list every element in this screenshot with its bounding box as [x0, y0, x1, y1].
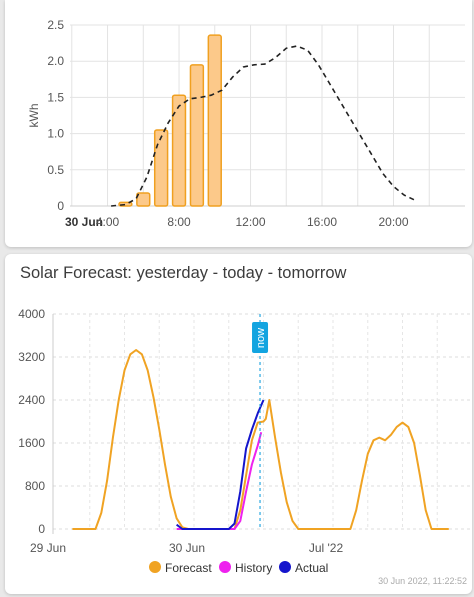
- y-tick-label: 2.5: [47, 18, 64, 32]
- legend-label-actual: Actual: [295, 561, 328, 575]
- solar-forecast-card: Solar Forecast: yesterday - today - tomo…: [5, 254, 472, 594]
- energy-bar: [153, 129, 169, 207]
- series-line-history: [176, 432, 263, 530]
- solar-forecast-chart: 0 800 1600 2400 3200 4000 29 Jun 30 Jun Jul '22 n…: [18, 307, 472, 586]
- legend-label-history: History: [235, 561, 272, 575]
- y-tick-label: 0: [38, 522, 45, 536]
- series-line-actual: [176, 399, 265, 530]
- y-tick-label: 1600: [18, 436, 45, 450]
- energy-bar: [136, 192, 151, 207]
- legend-marker-actual: [279, 561, 291, 573]
- y-tick-label: 0.5: [47, 163, 64, 177]
- now-marker-label: now: [255, 328, 267, 348]
- x-date-label: 30 Jun: [65, 215, 103, 229]
- y-tick-label: 1.0: [47, 127, 64, 141]
- now-marker-badge: [252, 322, 269, 353]
- y-axis-label: kWh: [27, 104, 41, 128]
- x-tick-label: 16:00: [307, 215, 337, 229]
- y-tick-label: 2.0: [47, 54, 64, 68]
- card-title: Solar Forecast: yesterday - today - tomo…: [20, 264, 347, 282]
- timestamp: 30 Jun 2022, 11:22:52: [378, 576, 467, 586]
- x-tick-label: 8:00: [167, 215, 191, 229]
- energy-chart-card: 0 0.5 1.0 1.5 2.0 2.5 30 Jun 4:00 8:00 12:00 16:00…: [5, 0, 472, 247]
- x-tick-label: Jul '22: [309, 541, 344, 555]
- energy-bar: [189, 64, 205, 207]
- x-tick-label: 29 Jun: [30, 541, 66, 555]
- y-tick-label: 0: [57, 199, 64, 213]
- energy-bar: [207, 34, 222, 207]
- legend-marker-forecast: [149, 561, 161, 573]
- y-tick-label: 800: [25, 479, 45, 493]
- y-tick-label: 2400: [18, 393, 45, 407]
- y-tick-label: 3200: [18, 350, 45, 364]
- legend-label-forecast: Forecast: [165, 561, 212, 575]
- y-tick-label: 1.5: [47, 90, 64, 104]
- x-tick-label: 12:00: [236, 215, 266, 229]
- x-tick-label: 20:00: [378, 215, 408, 229]
- legend-marker-history: [219, 561, 231, 573]
- series-line-forecast: [72, 349, 449, 530]
- x-tick-label: 30 Jun: [169, 541, 205, 555]
- forecast-line: [111, 45, 416, 207]
- y-tick-label: 4000: [18, 307, 45, 321]
- x-tick-label: 4:00: [96, 215, 120, 229]
- energy-bar: [171, 94, 187, 207]
